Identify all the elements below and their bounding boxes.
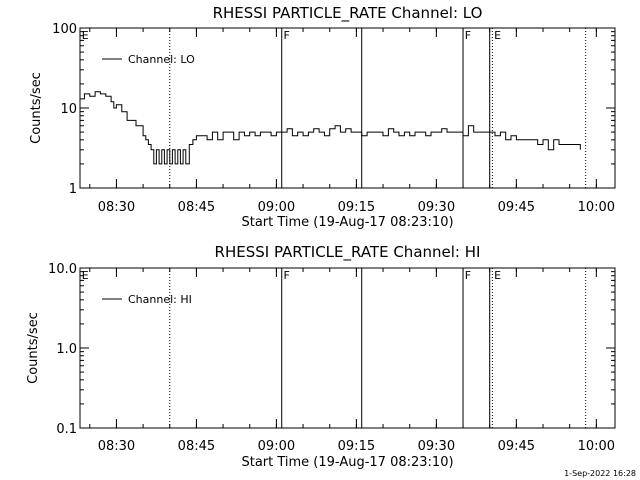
x-tick-label: 09:30 — [418, 439, 455, 454]
x-tick-label: 09:45 — [498, 200, 535, 215]
flag-label-e: E — [82, 29, 89, 42]
x-axis-label: Start Time (19-Aug-17 08:23:10) — [241, 455, 453, 470]
plot-timestamp: 1-Sep-2022 16:28 — [564, 469, 636, 478]
x-tick-label: 09:15 — [338, 200, 375, 215]
x-tick-label: 09:00 — [258, 439, 295, 454]
y-tick-label: 1.0 — [56, 342, 77, 357]
flag-label-e: E — [494, 29, 501, 42]
x-tick-label: 09:00 — [258, 200, 295, 215]
chart-title: RHESSI PARTICLE_RATE Channel: HI — [215, 243, 481, 262]
y-tick-label: 100 — [52, 22, 77, 37]
y-tick-label: 0.1 — [56, 422, 77, 437]
flag-label-f: F — [284, 269, 290, 282]
x-tick-label: 10:00 — [578, 200, 615, 215]
y-tick-label: 10.0 — [48, 262, 77, 277]
x-tick-label: 09:15 — [338, 439, 375, 454]
plot-frame — [79, 27, 616, 189]
x-tick-label: 10:00 — [578, 439, 615, 454]
flag-label-f: F — [465, 29, 471, 42]
y-axis-label: Counts/sec — [26, 312, 41, 384]
chart-panel-2: RHESSI PARTICLE_RATE Channel: HI Start Ti… — [26, 243, 616, 470]
flag-label-f: F — [284, 29, 290, 42]
y-tick-label: 10 — [60, 102, 77, 117]
y-tick-label: 1 — [69, 182, 77, 197]
panels: RHESSI PARTICLE_RATE Channel: LO Start Ti… — [26, 4, 616, 470]
x-tick-label: 08:45 — [178, 439, 215, 454]
plot-frame — [79, 267, 616, 429]
chart-panel-1: RHESSI PARTICLE_RATE Channel: LO Start Ti… — [29, 4, 616, 230]
x-tick-label: 08:45 — [178, 200, 215, 215]
legend-label: Channel: LO — [128, 53, 195, 66]
legend-label: Channel: HI — [128, 293, 192, 306]
x-tick-label: 08:30 — [98, 439, 135, 454]
chart-title: RHESSI PARTICLE_RATE Channel: LO — [213, 4, 483, 23]
flag-label-e: E — [494, 269, 501, 282]
flag-label-e: E — [82, 269, 89, 282]
x-axis-label: Start Time (19-Aug-17 08:23:10) — [241, 215, 453, 230]
series-line-1 — [80, 91, 581, 165]
flag-label-f: F — [465, 269, 471, 282]
x-tick-label: 09:45 — [498, 439, 535, 454]
x-tick-label: 08:30 — [98, 200, 135, 215]
y-axis-label: Counts/sec — [29, 72, 44, 144]
x-tick-label: 09:30 — [418, 200, 455, 215]
